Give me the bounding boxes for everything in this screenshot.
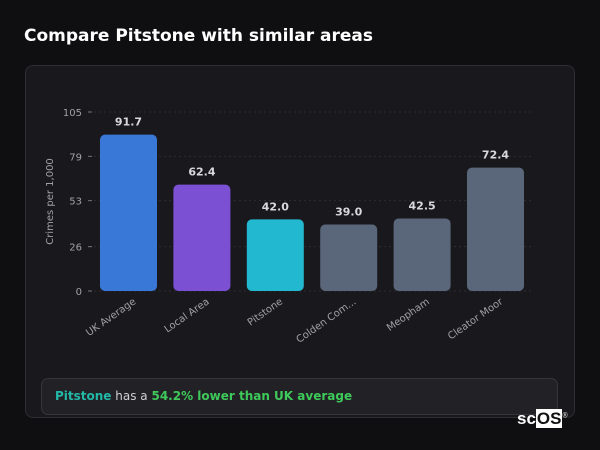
data-label: 39.0: [335, 206, 362, 219]
x-tick-label: Local Area: [163, 296, 212, 335]
bar-pitstone: [246, 219, 304, 291]
bar-uk-average: [100, 134, 157, 291]
y-tick-label: 0: [76, 287, 82, 298]
summary-highlight: 54.2% lower than UK average: [151, 389, 353, 403]
bar-chart: 0 26 53 79 105 Crimes per 1,000 91.7 UK Average…: [45, 108, 531, 346]
x-tick-label: UK Average: [84, 296, 138, 338]
data-label: 42.5: [409, 200, 436, 213]
y-axis-label: Crimes per 1,000: [45, 158, 56, 245]
y-tick-label: 26: [69, 243, 82, 254]
data-label: 62.4: [188, 166, 215, 179]
chart-card: 0 26 53 79 105 Crimes per 1,000 91.7 UK Average…: [25, 65, 575, 418]
x-tick-label: Cleator Moor: [446, 296, 506, 342]
x-tick-label: Pitstone: [246, 296, 285, 328]
y-tick-label: 105: [63, 108, 82, 119]
x-tick-label: Colden Com...: [295, 296, 359, 345]
x-tick-label: Meopham: [385, 296, 432, 333]
bar-cleator-moor: [467, 167, 524, 291]
y-tick-label: 53: [69, 197, 82, 208]
bar-meopham: [393, 218, 451, 291]
page-title: Compare Pitstone with similar areas: [24, 26, 373, 46]
data-label: 42.0: [262, 200, 289, 213]
bar-local-area: [173, 184, 231, 291]
summary-text: has a: [111, 389, 152, 403]
data-label: 91.7: [115, 116, 142, 129]
y-tick-label: 79: [69, 152, 82, 163]
scos-logo: scOS®: [517, 409, 568, 428]
data-label: 72.4: [482, 149, 509, 162]
bar-colden-com-: [320, 224, 378, 291]
summary-place: Pitstone: [55, 389, 112, 403]
summary-box: Pitstone has a 54.2% lower than UK avera…: [41, 378, 558, 415]
